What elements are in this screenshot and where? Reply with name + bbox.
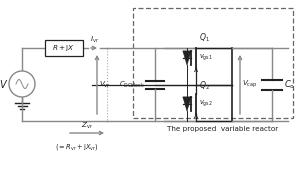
Text: $v_{\mathrm{gs2}}$: $v_{\mathrm{gs2}}$ <box>199 99 213 109</box>
Text: $V_{\mathrm{cap}}$: $V_{\mathrm{cap}}$ <box>242 79 258 90</box>
Bar <box>45 40 83 56</box>
Text: $( = R_{\mathrm{vr}} + \mathrm{j}X_{\mathrm{vr}})$: $( = R_{\mathrm{vr}} + \mathrm{j}X_{\mat… <box>55 142 98 152</box>
Polygon shape <box>183 51 191 65</box>
Text: The proposed  variable reactor: The proposed variable reactor <box>167 126 279 132</box>
Text: $C_{\mathrm{o}}$: $C_{\mathrm{o}}$ <box>284 78 295 91</box>
Circle shape <box>9 71 35 97</box>
Text: $R + \mathrm{j}X$: $R + \mathrm{j}X$ <box>52 43 76 53</box>
Text: $Q_2$: $Q_2$ <box>199 80 210 92</box>
Polygon shape <box>183 97 191 111</box>
Text: $Z_{\mathrm{vr}}$: $Z_{\mathrm{vr}}$ <box>81 121 93 131</box>
Text: $V_{\mathrm{vr}}$: $V_{\mathrm{vr}}$ <box>99 79 111 90</box>
Text: $v_{\mathrm{gs1}}$: $v_{\mathrm{gs1}}$ <box>199 53 213 63</box>
Text: $Q_1$: $Q_1$ <box>199 32 210 44</box>
Text: $C_{\mathrm{DCblock}}$: $C_{\mathrm{DCblock}}$ <box>119 79 145 90</box>
Text: $I_{\mathrm{vr}}$: $I_{\mathrm{vr}}$ <box>90 35 100 45</box>
Text: $V$: $V$ <box>0 78 8 90</box>
